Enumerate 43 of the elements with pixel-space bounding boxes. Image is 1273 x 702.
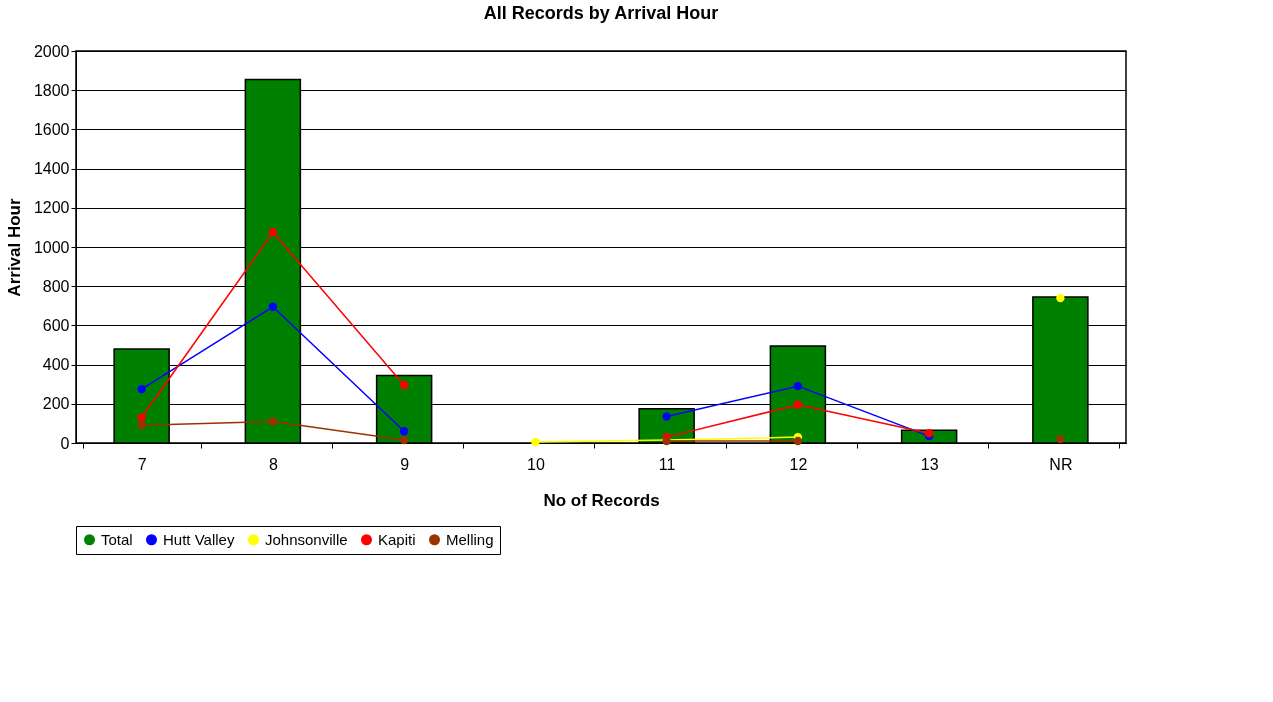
y-tick-label: 600 [42,316,70,334]
legend-label: Johnsonville [265,530,348,548]
y-tick-label: 1000 [33,238,70,256]
point [399,435,409,445]
point [137,384,146,394]
legend-label: Hutt Valley [163,530,235,548]
x-tick-label: 9 [400,455,410,473]
y-tick-label: 1600 [33,120,70,138]
point [268,417,278,426]
x-tick-label: 7 [137,455,147,473]
y-tick-label: 800 [42,277,70,295]
point [793,436,803,446]
point [137,421,146,430]
point [399,427,409,436]
point [268,302,278,311]
y-tick-label: 1800 [33,81,70,99]
legend-label: Total [101,530,133,548]
legend-label: Melling [446,530,494,548]
y-axis-title: Arrival Hour [4,197,24,297]
y-tick-label: 200 [42,395,70,413]
legend-label: Kapiti [378,530,416,548]
x-tick-label: 11 [658,455,676,473]
x-tick-label: 10 [526,455,545,473]
point [793,381,803,391]
y-tick-label: 2000 [33,42,70,60]
y-tick-label: 1400 [33,160,70,178]
x-tick-label: 12 [789,455,808,473]
x-axis-title: No of Records [543,490,660,510]
point [1056,293,1065,303]
point [793,400,803,409]
point [1056,434,1065,444]
point [531,437,540,447]
y-tick-label: 0 [60,434,70,452]
point [399,381,409,390]
point [662,412,671,421]
point [268,228,278,237]
y-tick-label: 400 [42,356,70,374]
x-tick-label: 8 [268,455,278,473]
x-tick-label: NR [1049,455,1073,473]
x-tick-label: 13 [920,455,939,473]
chart-title: All Records by Arrival Hour [483,3,719,23]
y-tick-label: 1200 [33,199,70,217]
point [137,413,146,422]
